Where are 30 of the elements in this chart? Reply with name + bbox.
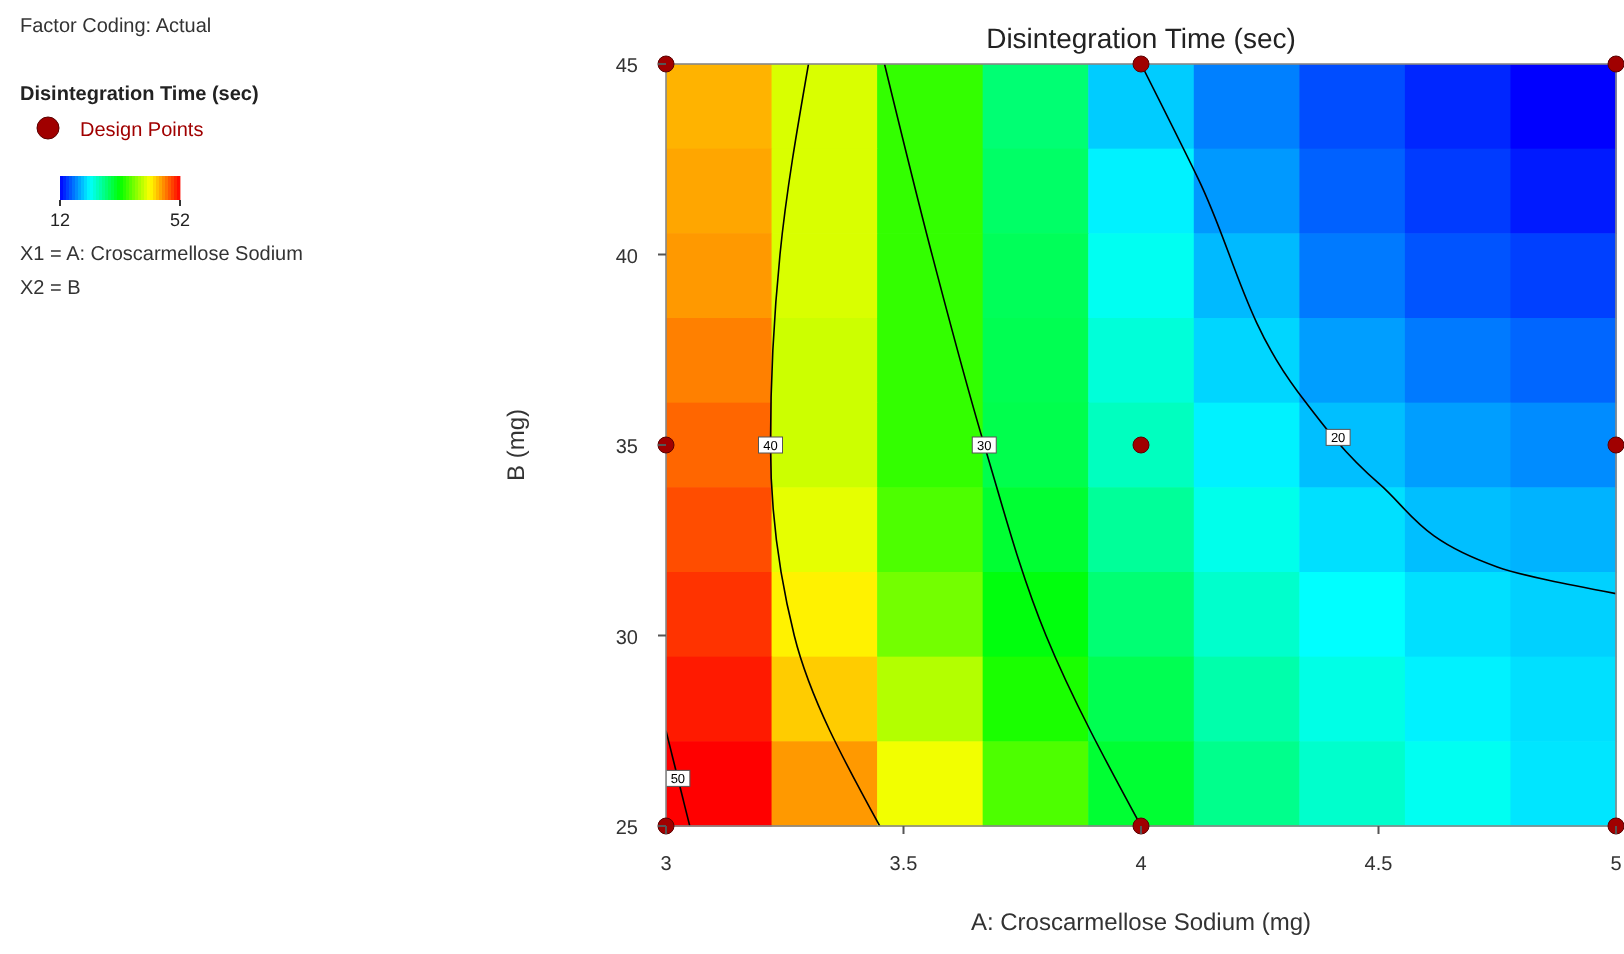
y-tick-label: 35 xyxy=(615,437,639,459)
x-tick-label: 3 xyxy=(660,854,673,876)
legend-label: Design Points xyxy=(80,120,204,142)
point xyxy=(657,436,675,454)
x-tick-label: 4.5 xyxy=(1364,854,1394,876)
y-tick-label: 30 xyxy=(615,627,639,650)
x-tick-label: 3.5 xyxy=(889,854,919,876)
text: X1 = A: Croscarmellose Sodium xyxy=(20,244,303,266)
point xyxy=(1607,436,1624,454)
colorbar: 12 52 xyxy=(50,176,190,230)
text: X2 = B xyxy=(20,278,82,300)
point xyxy=(657,55,675,73)
legend-title: Disintegration Time (sec) xyxy=(20,84,259,106)
point xyxy=(657,817,675,835)
y-tick-label: 45 xyxy=(615,56,639,78)
point xyxy=(1132,55,1150,73)
text: Factor Coding: Actual xyxy=(20,16,212,38)
x-tick-label: 5 xyxy=(1610,854,1623,876)
y-tick-label: 40 xyxy=(615,246,639,269)
y-tick-label: 25 xyxy=(615,818,639,840)
chart-title: Disintegration Time (sec) xyxy=(986,22,1296,54)
point xyxy=(1607,55,1624,73)
y-axis-title: B (mg) xyxy=(502,408,530,481)
point xyxy=(1132,817,1150,835)
x-axis-title: A: Croscarmellose Sodium (mg) xyxy=(970,908,1312,936)
x-tick-label: 4 xyxy=(1135,854,1148,876)
color-bar-label: 12 xyxy=(49,210,71,230)
point xyxy=(1132,436,1150,454)
point xyxy=(1607,817,1624,835)
color-bar-label: 52 xyxy=(169,210,191,230)
